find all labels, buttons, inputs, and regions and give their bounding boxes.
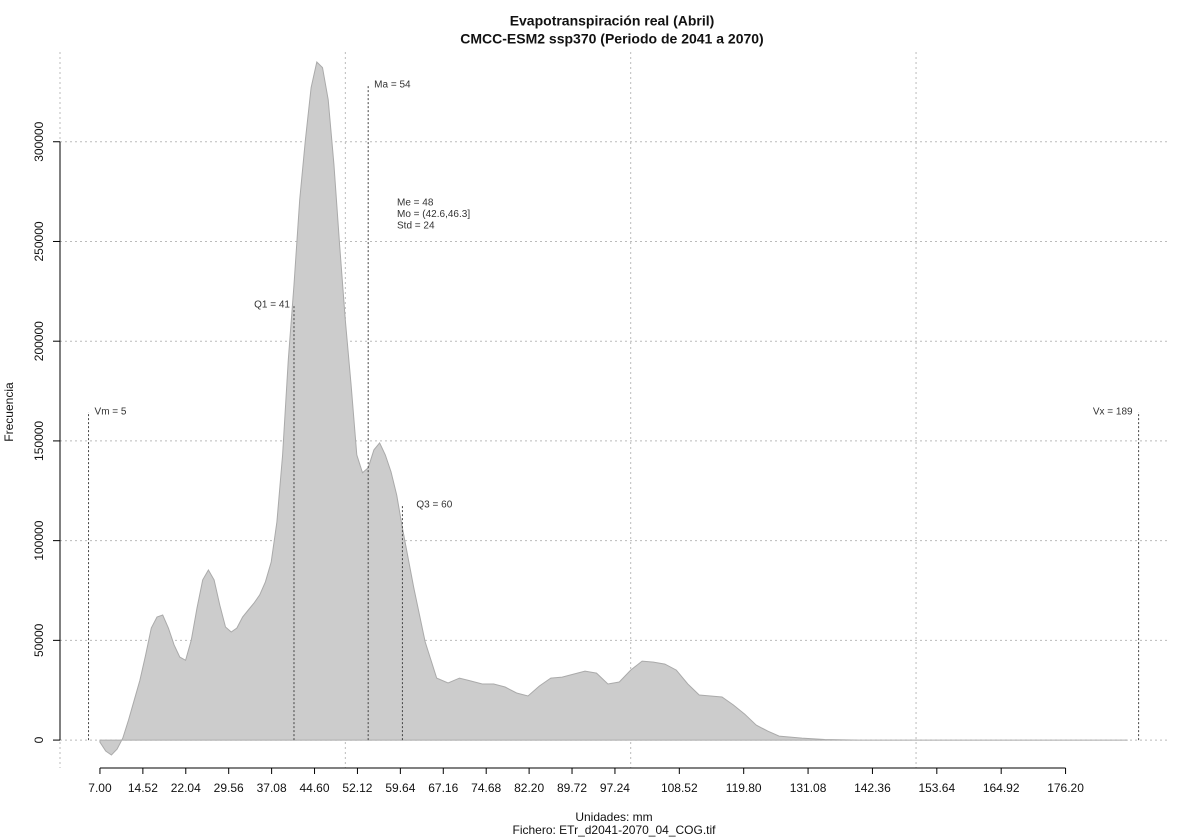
caption: Fichero: ETr_d2041-2070_04_COG.tif (513, 823, 717, 837)
x-tick-label: 164.92 (983, 781, 1020, 795)
y-tick-label: 300000 (32, 121, 46, 161)
marker-label: Ma = 54 (374, 80, 411, 91)
marker-label: Q1 = 41 (254, 300, 290, 311)
x-tick-label: 176.20 (1047, 781, 1084, 795)
x-tick-label: 153.64 (918, 781, 955, 795)
x-tick-label: 108.52 (661, 781, 698, 795)
x-tick-label: 142.36 (854, 781, 891, 795)
stat-label: Me = 48 (397, 198, 434, 209)
x-tick-label: 37.08 (257, 781, 287, 795)
y-tick-label: 50000 (32, 623, 46, 657)
chart-title: Evapotranspiración real (Abril) (510, 13, 715, 29)
x-tick-label: 89.72 (557, 781, 587, 795)
x-tick-label: 131.08 (790, 781, 827, 795)
marker-label: Q3 = 60 (416, 500, 452, 511)
y-tick-label: 0 (32, 736, 46, 743)
y-tick-label: 150000 (32, 421, 46, 461)
x-tick-label: 82.20 (514, 781, 544, 795)
stat-label: Mo = (42.6,46.3] (397, 209, 470, 220)
x-tick-label: 119.80 (726, 781, 762, 795)
x-tick-label: 67.16 (428, 781, 458, 795)
chart-subtitle: CMCC-ESM2 ssp370 (Periodo de 2041 a 2070… (460, 31, 763, 47)
x-tick-label: 14.52 (128, 781, 158, 795)
y-axis-label: Frecuencia (2, 382, 16, 442)
y-tick-label: 200000 (32, 321, 46, 361)
x-tick-label: 97.24 (600, 781, 630, 795)
x-tick-label: 52.12 (342, 781, 372, 795)
x-tick-label: 74.68 (471, 781, 501, 795)
x-tick-label: 59.64 (385, 781, 415, 795)
stat-label: Std = 24 (397, 221, 435, 232)
marker-label: Vx = 189 (1093, 407, 1133, 418)
x-tick-label: 22.04 (171, 781, 201, 795)
y-tick-label: 250000 (32, 221, 46, 261)
y-tick-label: 100000 (32, 520, 46, 560)
x-axis-label: Unidades: mm (575, 810, 652, 824)
density-area (99, 61, 1128, 756)
marker-label: Vm = 5 (95, 407, 127, 418)
x-tick-label: 7.00 (88, 781, 112, 795)
x-tick-label: 29.56 (214, 781, 244, 795)
x-tick-label: 44.60 (300, 781, 330, 795)
